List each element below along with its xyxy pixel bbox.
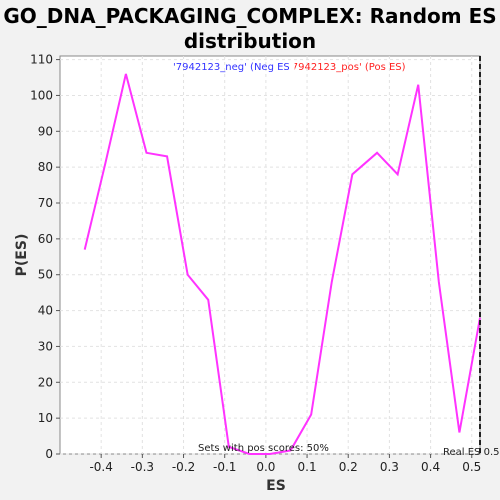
y-axis-ticks: 0 10 20 30 40 50 60 70 80 90 100 110 bbox=[30, 53, 60, 461]
y-tick-label: 40 bbox=[38, 304, 53, 318]
chart-title-line2: distribution bbox=[183, 29, 317, 53]
y-tick-label: 60 bbox=[38, 232, 53, 246]
plot-area bbox=[59, 55, 481, 455]
grid-lines bbox=[60, 56, 480, 455]
y-axis-label: P(ES) bbox=[14, 234, 30, 277]
x-tick-label: -0.1 bbox=[213, 460, 236, 474]
x-tick-label: 0.1 bbox=[298, 460, 317, 474]
x-axis-label: ES bbox=[266, 478, 286, 494]
y-tick-label: 0 bbox=[45, 447, 53, 461]
chart-title: GO_DNA_PACKAGING_COMPLEX: Random ES dist… bbox=[0, 4, 500, 54]
y-tick-label: 110 bbox=[30, 53, 53, 67]
y-tick-label: 30 bbox=[38, 339, 53, 353]
x-tick-label: -0.3 bbox=[131, 460, 154, 474]
sets-annotation: Sets with pos scores: 50% bbox=[198, 443, 329, 454]
chart-title-line1: GO_DNA_PACKAGING_COMPLEX: Random ES bbox=[3, 4, 497, 28]
x-tick-label: 0.5 bbox=[462, 460, 481, 474]
legend-pos: '7942123_pos' (Pos ES) bbox=[289, 62, 406, 73]
x-tick-label: 0.3 bbox=[380, 460, 399, 474]
y-tick-label: 10 bbox=[38, 411, 53, 425]
real-es-label: Real ES 0.5 bbox=[443, 447, 499, 458]
y-tick-label: 20 bbox=[38, 375, 53, 389]
x-tick-label: -0.4 bbox=[89, 460, 112, 474]
x-axis-ticks: -0.4 -0.3 -0.2 -0.1 0.0 0.1 0.2 0.3 0.4 0.5 bbox=[89, 454, 481, 474]
legend-neg: '7942123_neg' (Neg ES) bbox=[173, 62, 294, 73]
x-tick-label: 0.4 bbox=[421, 460, 440, 474]
es-distribution-line bbox=[83, 73, 481, 455]
y-tick-label: 50 bbox=[38, 268, 53, 282]
series-layer bbox=[83, 73, 481, 455]
x-tick-label: -0.2 bbox=[172, 460, 195, 474]
y-tick-label: 70 bbox=[38, 196, 53, 210]
x-tick-label: 0.2 bbox=[339, 460, 358, 474]
x-tick-label: 0.0 bbox=[256, 460, 275, 474]
y-tick-label: 90 bbox=[38, 124, 53, 138]
y-tick-label: 100 bbox=[30, 88, 53, 102]
legend-overlap bbox=[289, 61, 295, 73]
y-tick-label: 80 bbox=[38, 160, 53, 174]
